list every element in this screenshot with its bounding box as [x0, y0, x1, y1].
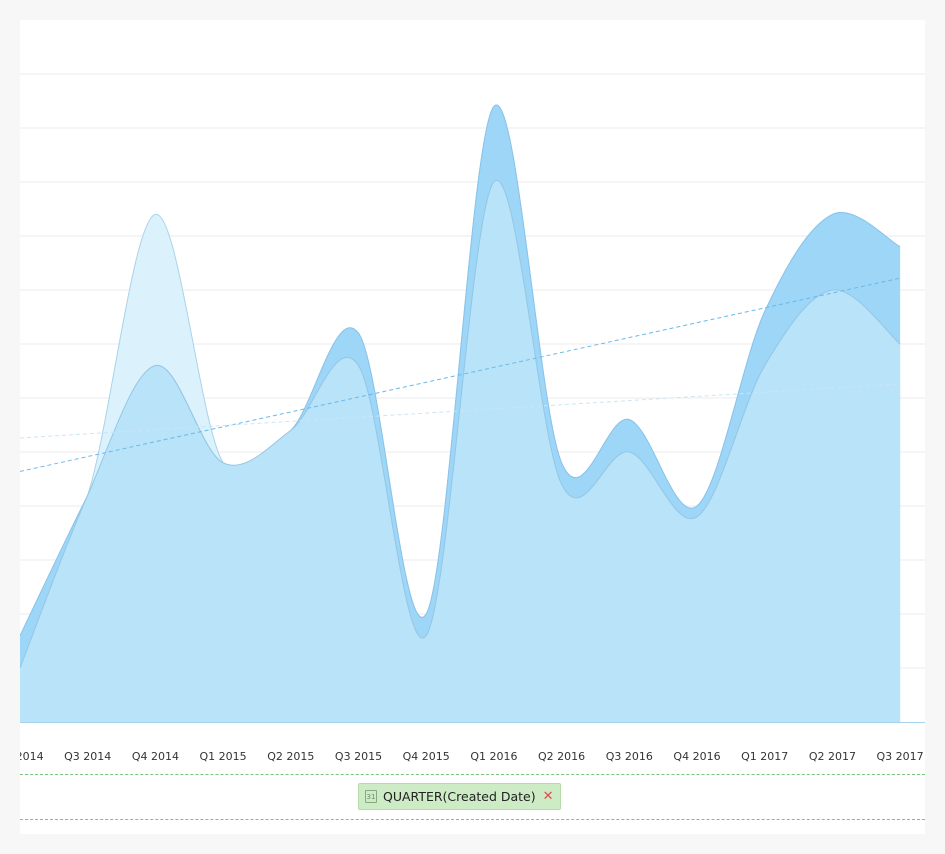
- trend-line-1: [20, 277, 901, 472]
- x-tick-label: Q2 2016: [538, 750, 585, 763]
- x-tick-label: Q3 2015: [335, 750, 382, 763]
- x-tick-label: Q4 2015: [403, 750, 450, 763]
- quarter-filter-pill[interactable]: 31 QUARTER(Created Date) ✕: [358, 783, 561, 810]
- series-area-1: [20, 180, 901, 722]
- x-tick-label: Q3 2014: [64, 750, 111, 763]
- x-tick-label: Q2 2014: [20, 750, 44, 763]
- x-tick-label: Q1 2015: [200, 750, 247, 763]
- calendar-icon: 31: [365, 790, 377, 803]
- remove-filter-icon[interactable]: ✕: [542, 789, 554, 804]
- x-tick-label: Q1 2017: [741, 750, 788, 763]
- column-drop-zone[interactable]: 31 QUARTER(Created Date) ✕: [20, 774, 925, 820]
- x-tick-label: Q1 2016: [470, 750, 517, 763]
- series-line-1: [20, 179, 901, 669]
- x-tick-label: Q2 2015: [267, 750, 314, 763]
- chart-panel: Q2 2014 Q3 2014 Q4 2014 Q1 2015 Q2 2015 Q3 20…: [20, 20, 925, 834]
- x-tick-label: Q2 2017: [809, 750, 856, 763]
- x-tick-label: Q4 2014: [132, 750, 179, 763]
- x-tick-label: Q3 2016: [606, 750, 653, 763]
- x-tick-label: Q4 2016: [673, 750, 720, 763]
- x-tick-label: Q3 2017: [877, 750, 924, 763]
- filter-pill-label: QUARTER(Created Date): [383, 789, 536, 804]
- area-chart: Q2 2014 Q3 2014 Q4 2014 Q1 2015 Q2 2015 Q3 20…: [20, 73, 925, 763]
